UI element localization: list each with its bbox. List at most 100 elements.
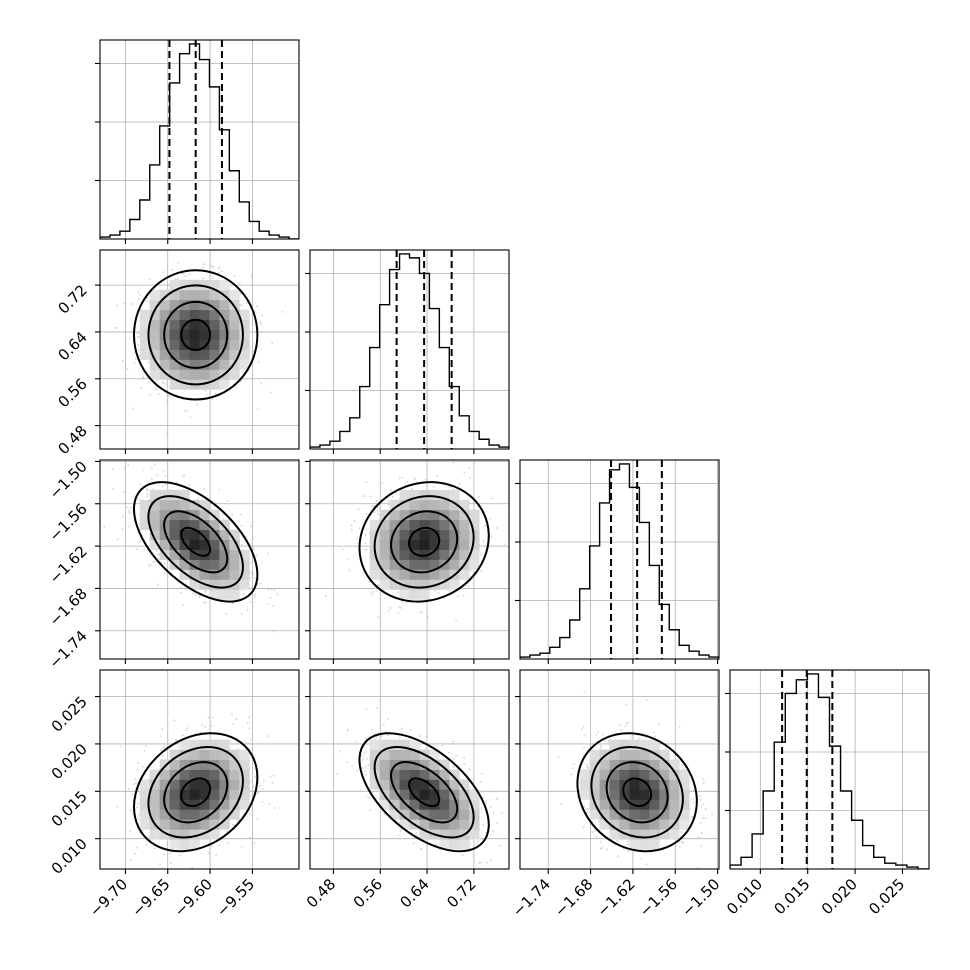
density-cell bbox=[219, 309, 230, 321]
scatter-point bbox=[130, 331, 133, 334]
scatter-point bbox=[137, 349, 140, 352]
density-cell bbox=[649, 839, 660, 850]
density-cell bbox=[449, 499, 460, 511]
density-cell bbox=[399, 549, 410, 560]
scatter-point bbox=[680, 840, 683, 843]
scatter-point bbox=[350, 524, 353, 527]
density-cell bbox=[169, 329, 180, 340]
scatter-point bbox=[145, 299, 148, 302]
scatter-point bbox=[452, 461, 455, 464]
scatter-point bbox=[489, 544, 492, 547]
x-tick-label: −1.68 bbox=[551, 875, 596, 920]
scatter-point bbox=[136, 336, 139, 339]
panel-frame bbox=[309, 669, 510, 870]
density-cell bbox=[159, 769, 171, 780]
scatter-point bbox=[397, 591, 400, 594]
scatter-point bbox=[353, 519, 356, 522]
scatter-point bbox=[191, 592, 194, 595]
scatter-point bbox=[135, 547, 138, 550]
density-cell bbox=[229, 369, 240, 380]
density-cell bbox=[389, 799, 400, 810]
density-cell bbox=[449, 549, 460, 560]
scatter-point bbox=[704, 816, 707, 819]
scatter-point bbox=[134, 778, 137, 781]
density-cell bbox=[209, 519, 220, 531]
density-cell bbox=[209, 369, 220, 380]
y-tick-label: −1.68 bbox=[46, 585, 91, 630]
scatter-point bbox=[653, 731, 656, 734]
scatter-point bbox=[259, 320, 262, 323]
density-cell bbox=[449, 779, 460, 790]
scatter-point bbox=[373, 738, 376, 741]
density-cell bbox=[629, 809, 640, 820]
contour-2 bbox=[147, 495, 244, 589]
scatter-point bbox=[405, 480, 408, 483]
density-cell bbox=[639, 819, 650, 830]
histogram-3 bbox=[730, 673, 929, 869]
scatter-point bbox=[127, 464, 130, 467]
scatter-point bbox=[389, 607, 392, 610]
density-cell bbox=[209, 579, 220, 590]
density-cell bbox=[609, 779, 620, 790]
panel-content bbox=[100, 40, 299, 239]
scatter-point bbox=[463, 471, 466, 474]
density-cell bbox=[229, 349, 240, 360]
scatter-point bbox=[463, 762, 466, 765]
scatter-point bbox=[127, 525, 130, 528]
density-cell bbox=[409, 739, 420, 750]
y-tick-label: 0.48 bbox=[54, 422, 90, 458]
density-cell bbox=[219, 809, 230, 820]
scatter-point bbox=[242, 592, 245, 595]
scatter-point bbox=[186, 727, 189, 730]
scatter-point bbox=[365, 750, 368, 753]
scatter-point bbox=[369, 808, 372, 811]
density-cell bbox=[419, 489, 430, 501]
scatter-point bbox=[147, 835, 150, 838]
density-cell bbox=[669, 769, 680, 780]
scatter-point bbox=[231, 723, 234, 726]
scatter-point bbox=[91, 482, 93, 484]
scatter-point bbox=[150, 477, 153, 480]
density-cell bbox=[649, 749, 660, 760]
density-cell bbox=[219, 759, 230, 770]
scatter-point bbox=[477, 840, 480, 843]
density-cell bbox=[369, 529, 381, 540]
density-cell bbox=[449, 799, 460, 810]
scatter-point bbox=[162, 853, 165, 856]
density-cell bbox=[149, 799, 161, 810]
panel-frame bbox=[99, 39, 300, 240]
scatter-point bbox=[603, 739, 606, 742]
density-cell bbox=[379, 739, 390, 750]
density-cell bbox=[659, 759, 670, 770]
x-tick-label: −1.56 bbox=[636, 875, 681, 920]
density-cell bbox=[199, 769, 210, 780]
scatter-point bbox=[259, 784, 262, 787]
density-cell bbox=[409, 799, 420, 810]
density-cell bbox=[369, 739, 381, 750]
scatter-point bbox=[489, 790, 492, 793]
scatter-point bbox=[281, 310, 284, 313]
scatter-point bbox=[216, 267, 219, 270]
scatter-point bbox=[204, 601, 207, 604]
density-cell bbox=[459, 839, 470, 850]
scatter-point bbox=[371, 593, 374, 596]
scatter-point bbox=[169, 852, 172, 855]
panel-1-0 bbox=[95, 249, 300, 454]
density-cell bbox=[589, 749, 600, 760]
x-tick-label: 0.010 bbox=[723, 875, 766, 918]
density-cell bbox=[439, 779, 450, 790]
density-cell bbox=[209, 829, 220, 840]
scatter-point bbox=[232, 824, 235, 827]
contour-0 bbox=[408, 777, 441, 808]
scatter-point bbox=[204, 591, 207, 594]
scatter-point bbox=[653, 735, 656, 738]
density-cell bbox=[199, 539, 210, 550]
scatter-point bbox=[490, 497, 493, 500]
scatter-point bbox=[256, 792, 259, 795]
density-cell bbox=[399, 489, 410, 501]
scatter-point bbox=[204, 589, 207, 592]
density-cell bbox=[379, 769, 390, 780]
density-cell bbox=[179, 359, 190, 370]
density-cell bbox=[609, 739, 620, 750]
scatter-point bbox=[121, 515, 124, 518]
